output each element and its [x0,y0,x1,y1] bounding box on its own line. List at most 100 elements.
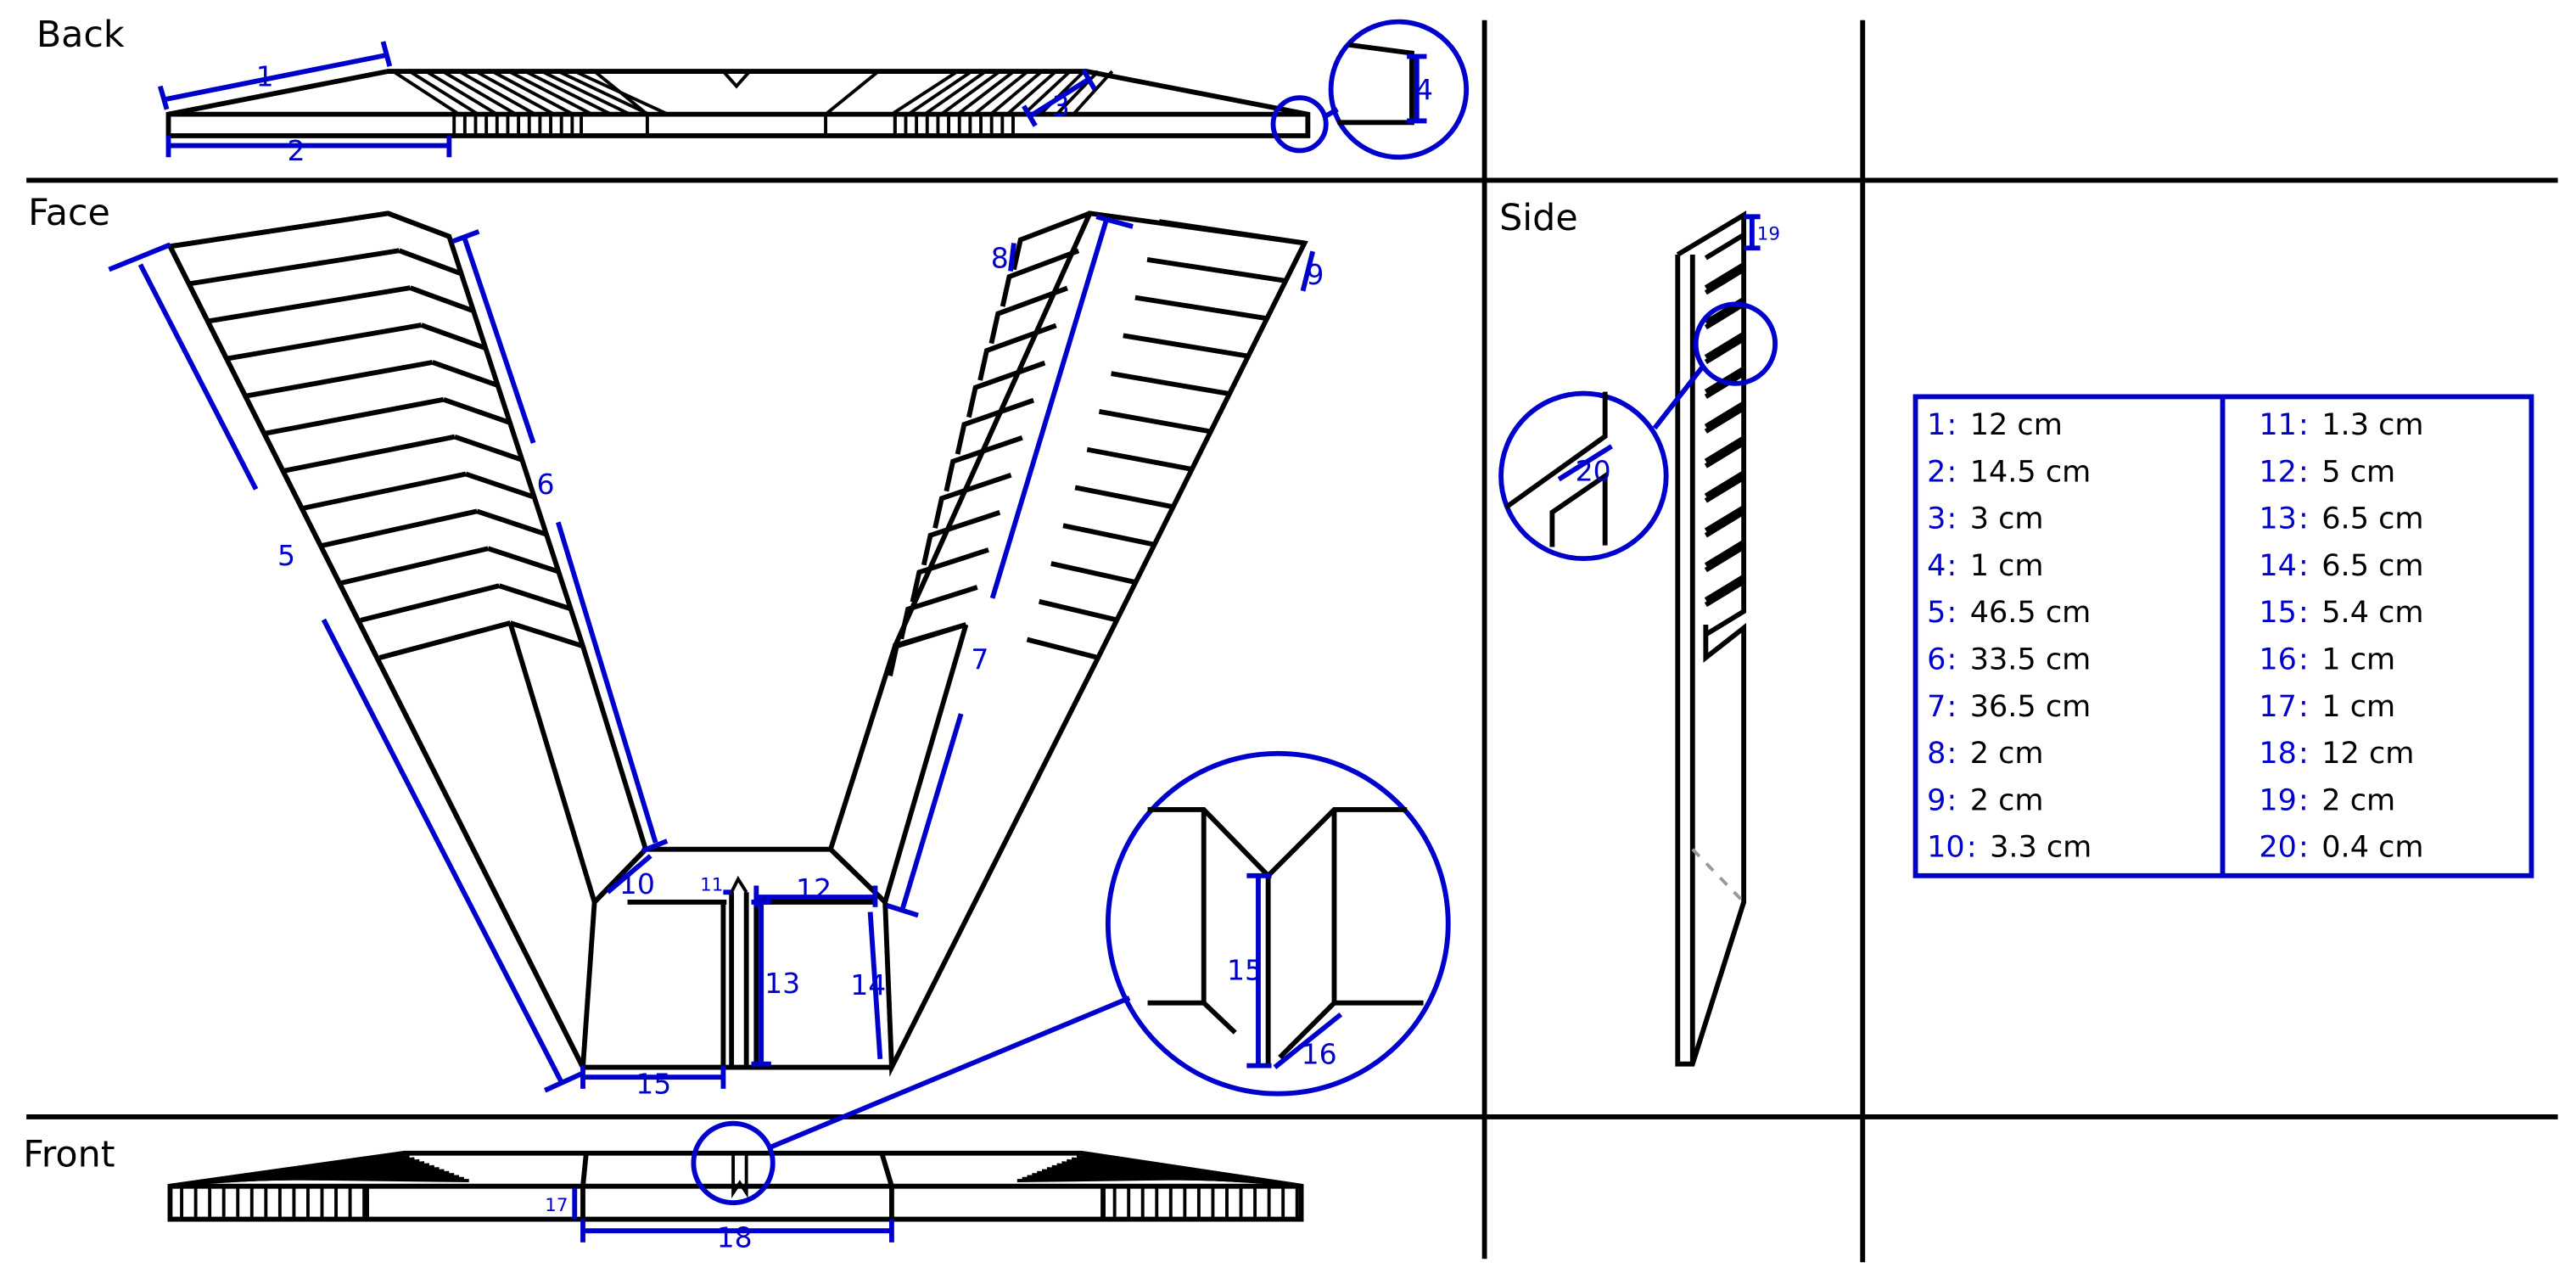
side-tooth [1704,300,1747,360]
face-slat [1098,409,1212,435]
back-hatch-line [956,70,1016,116]
face-center-body [582,846,892,1070]
legend-number: 10 [1927,830,1965,865]
legend-value: 5 cm [2321,454,2395,489]
face-tooth [932,473,1012,529]
dimension-label-17: 17 [545,1195,568,1216]
face-tooth [955,397,1035,455]
dimension-label-11: 11 [700,874,723,895]
face-right-teeth [888,210,1091,676]
face-slat-edge [398,248,462,277]
face-slat-edge [442,397,511,425]
face-slat [303,471,467,511]
legend-value: 5.4 cm [2321,595,2423,630]
legend-separator: : [2299,548,2309,583]
dimension-label-7: 7 [971,643,988,676]
dimension-line-18 [580,1219,894,1243]
face-left-slats [170,210,584,660]
face-tooth [1011,210,1091,271]
front-view-outline [167,1150,1304,1222]
back-hatch-line [989,70,1044,116]
face-tooth [888,622,967,676]
back-hatch-line [524,70,612,116]
dimension-label-5: 5 [277,539,295,572]
face-tooth [910,547,989,603]
legend-number: 12 [2259,454,2297,489]
back-hatch-line [491,70,574,116]
legend-number: 3 [1927,502,1946,536]
dimension-label-12: 12 [796,872,832,906]
face-slat [265,396,445,436]
face-tooth [1000,248,1080,307]
dimension-line-13 [751,900,771,1067]
back-hatch-line [474,70,555,116]
dimension-label-6: 6 [537,468,555,501]
face-slat [360,583,500,623]
legend-number: 2 [1927,454,1946,489]
face-slat-edge [498,583,572,612]
legend-rows: 1:12 cm2:14.5 cm3:3 cm4:1 cm5:46.5 cm6:3… [1927,407,2423,864]
legend-value: 36.5 cm [1970,689,2091,724]
face-slat [322,508,478,548]
dimension-line-19 [1744,214,1761,251]
dimension-line-10 [606,854,652,895]
face-tooth [944,435,1023,492]
dimension-label-15: 15 [636,1068,671,1101]
face-slat [378,620,512,660]
legend-number: 20 [2259,830,2297,865]
dimension-label-4: 4 [1415,73,1433,106]
face-tooth [988,285,1068,345]
view-label-side: Side [1499,197,1578,239]
legend-number: 1 [1927,407,1946,442]
legend-separator: : [1947,502,1957,536]
back-hatch-line [507,70,593,116]
face-slat [1158,219,1305,246]
dimension-label-18: 18 [717,1221,753,1254]
face-slat-edge [453,434,524,463]
dimension-label-15-detail: 15 [1227,953,1263,986]
sheet-grid [26,20,2558,1263]
face-slat [341,546,489,586]
face-slat-edge [387,210,451,239]
face-slat [1086,446,1193,472]
legend-number: 4 [1927,548,1946,583]
legend-separator: : [2299,595,2309,630]
front-detail-circle [691,1120,776,1206]
dimension-line-6 [451,229,669,854]
dimension-line-5 [108,242,583,1093]
face-slat [188,248,400,287]
front-hatch-line [1016,1176,1207,1183]
back-hatch-line [441,70,518,116]
legend-separator: : [1947,736,1957,771]
legend-separator: : [2299,502,2309,536]
back-hatch-line [973,70,1029,116]
view-label-front: Front [23,1133,115,1175]
dimension-label-8: 8 [991,242,1009,275]
face-slat-edge [431,360,499,388]
dimension-label-19: 19 [1757,224,1780,245]
face-slat [1062,523,1156,547]
face-slat-edge [465,471,535,500]
face-slat-edge [487,546,560,575]
detail-circle-face [766,750,1451,1151]
face-tooth [899,585,978,640]
legend-separator: : [1947,548,1957,583]
face-slat [207,285,412,324]
legend-separator: : [1947,642,1957,677]
face-slat [170,210,389,250]
face-slat [1123,333,1249,359]
side-tooth [1704,473,1747,533]
dimension-label-2: 2 [288,134,305,167]
back-hatch-line [1072,70,1114,115]
legend-value: 1 cm [1970,548,2044,583]
legend-number: 19 [2259,783,2297,817]
dimension-line-8 [1008,243,1016,272]
legend-separator: : [2299,689,2309,724]
legend-separator: : [2299,830,2309,865]
legend-number: 14 [2259,548,2297,583]
legend-value: 6.5 cm [2321,548,2423,583]
legend-separator: : [1947,454,1957,489]
face-slat-edge [420,323,487,351]
back-view-outline [165,69,1311,138]
